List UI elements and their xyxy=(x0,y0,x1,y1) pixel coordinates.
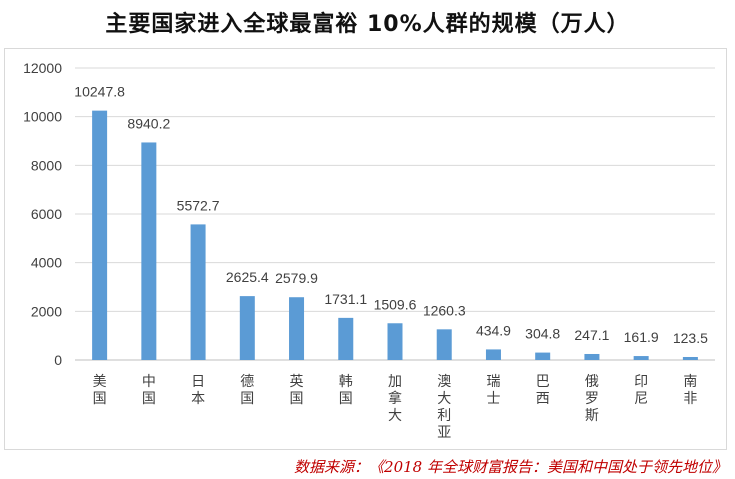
x-tick-label: 加拿大 xyxy=(388,374,402,424)
chart-frame xyxy=(4,48,727,450)
y-tick-label: 8000 xyxy=(31,157,62,173)
bar xyxy=(289,297,305,360)
source-note: 数据来源：《2018 年全球财富报告：美国和中国处于领先地位》 xyxy=(294,458,727,476)
x-tick-label: 美国 xyxy=(93,374,107,407)
data-label: 10247.8 xyxy=(74,84,125,100)
data-label: 1260.3 xyxy=(423,302,466,318)
x-tick-label: 南非 xyxy=(683,374,697,407)
bar xyxy=(682,356,698,360)
chart-title: 主要国家进入全球最富裕 10%人群的规模（万人） xyxy=(105,12,630,37)
data-label: 161.9 xyxy=(624,329,659,345)
bar xyxy=(485,349,501,360)
y-tick-label: 0 xyxy=(54,352,62,368)
x-tick-label: 巴西 xyxy=(536,374,550,407)
x-tick-label: 英国 xyxy=(290,373,304,407)
y-tick-label: 12000 xyxy=(23,60,62,76)
bar xyxy=(535,352,551,360)
y-tick-label: 2000 xyxy=(31,303,62,319)
data-label: 304.8 xyxy=(525,326,560,342)
bar xyxy=(239,296,255,360)
y-tick-label: 10000 xyxy=(23,109,62,125)
x-tick-label: 韩国 xyxy=(339,374,353,407)
data-label: 8940.2 xyxy=(127,115,170,131)
data-label: 123.5 xyxy=(673,330,708,346)
x-tick-label: 澳大利亚 xyxy=(437,374,451,441)
bar xyxy=(633,356,649,360)
x-tick-label: 瑞士 xyxy=(486,374,500,407)
bar xyxy=(92,110,108,360)
x-tick-label: 中国 xyxy=(142,374,156,407)
y-tick-label: 4000 xyxy=(31,255,62,271)
data-label: 247.1 xyxy=(574,327,609,343)
data-label: 2579.9 xyxy=(275,270,318,286)
data-label: 5572.7 xyxy=(177,197,220,213)
data-label: 1509.6 xyxy=(374,296,417,312)
data-label: 434.9 xyxy=(476,322,511,338)
bar xyxy=(190,224,206,360)
x-tick-label: 印尼 xyxy=(634,374,648,407)
x-tick-label: 日本 xyxy=(191,374,205,407)
x-tick-label: 德国 xyxy=(240,374,254,407)
y-tick-label: 6000 xyxy=(31,206,62,222)
bar xyxy=(338,317,354,360)
data-label: 2625.4 xyxy=(226,269,269,285)
x-tick-label: 俄罗斯 xyxy=(585,374,599,424)
data-label: 1731.1 xyxy=(324,291,367,307)
bar xyxy=(141,142,157,360)
bar xyxy=(387,323,403,360)
bar xyxy=(436,329,452,360)
bar xyxy=(584,353,600,360)
